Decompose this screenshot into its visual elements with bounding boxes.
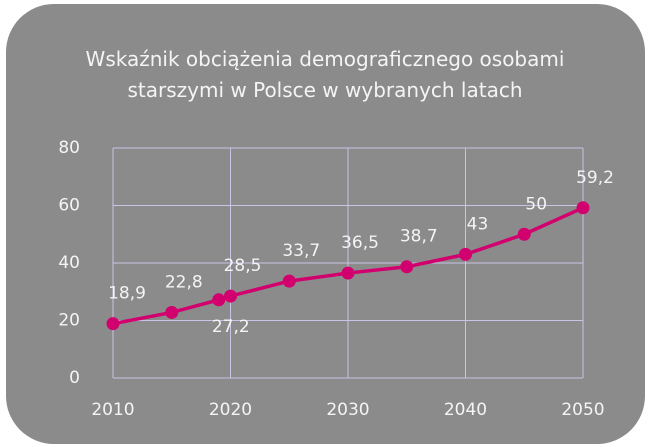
y-tick-label: 60	[58, 196, 80, 216]
data-point	[165, 305, 179, 319]
background	[6, 4, 645, 444]
x-tick-label: 2050	[561, 400, 604, 420]
data-label: 43	[467, 214, 489, 234]
data-point	[106, 317, 120, 331]
data-label: 50	[525, 194, 547, 214]
data-label: 22,8	[165, 272, 203, 292]
data-label: 36,5	[341, 233, 379, 253]
data-point	[576, 201, 590, 215]
data-point	[224, 289, 237, 303]
chart-title: Wskaźnik obciążenia demograficznego osob…	[85, 47, 565, 102]
x-tick-label: 2020	[209, 400, 252, 420]
data-point	[459, 247, 472, 261]
data-label: 38,7	[400, 227, 438, 247]
x-tick-label: 2030	[326, 400, 369, 420]
y-tick-label: 0	[69, 368, 80, 388]
data-point	[341, 266, 355, 280]
data-point	[282, 274, 296, 288]
data-label: 18,9	[108, 284, 146, 304]
data-label: 59,2	[576, 168, 614, 188]
data-point	[517, 227, 531, 241]
y-tick-label: 80	[58, 138, 80, 158]
y-tick-label: 40	[58, 253, 80, 273]
data-label: 28,5	[224, 256, 262, 276]
x-tick-label: 2040	[444, 400, 487, 420]
y-tick-label: 20	[58, 311, 80, 331]
data-line	[112, 206, 584, 326]
data-point	[212, 293, 226, 307]
data-label: 33,7	[282, 241, 320, 261]
x-tick-label: 2010	[91, 400, 134, 420]
data-label: 27,2	[212, 317, 250, 337]
data-point	[400, 260, 414, 274]
